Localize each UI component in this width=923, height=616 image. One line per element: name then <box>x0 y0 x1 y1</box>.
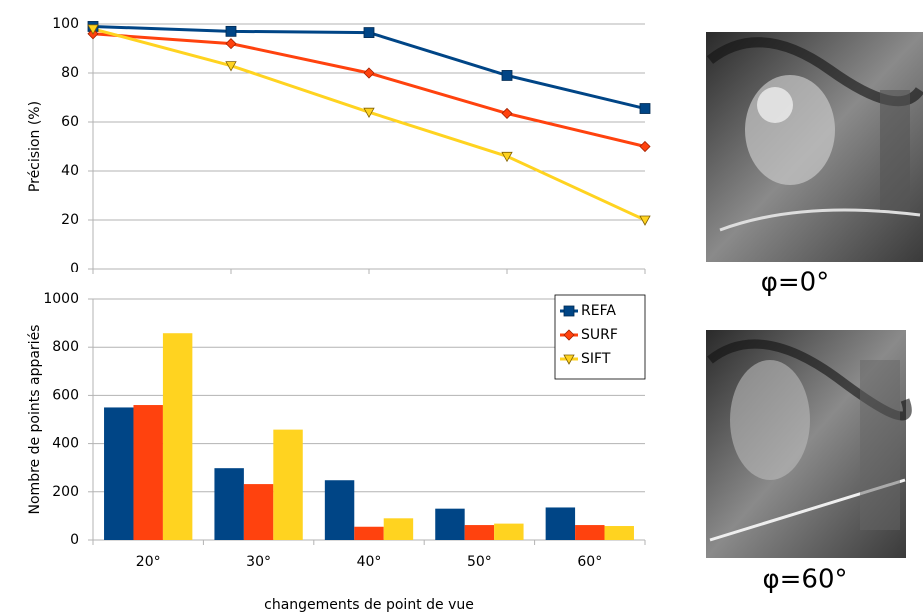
bar <box>435 508 465 540</box>
bar <box>464 525 495 540</box>
marker <box>363 67 375 79</box>
x-tick-label: 50° <box>467 554 492 570</box>
bar <box>214 468 244 540</box>
y-tick-label: 60 <box>61 114 79 130</box>
marker <box>225 61 237 72</box>
y-tick-label: 0 <box>70 261 79 277</box>
marker <box>501 151 513 163</box>
bar <box>545 507 576 540</box>
bar <box>104 407 134 540</box>
y-tick-labels: 0 20 40 60 80 100 <box>52 16 79 277</box>
bar <box>604 526 634 540</box>
marker <box>87 24 99 35</box>
marker <box>639 140 651 153</box>
bar <box>133 405 163 540</box>
marker <box>563 354 575 365</box>
series-line <box>92 27 646 222</box>
bar <box>575 525 605 540</box>
y-tick-label: 0 <box>70 532 79 548</box>
marker <box>363 27 375 38</box>
y-tick-label: 200 <box>52 484 79 500</box>
marker <box>563 305 575 317</box>
y-tick-label: 600 <box>52 387 79 403</box>
y-tick-label: 40 <box>61 163 79 179</box>
image-caption: φ=0° <box>761 268 829 298</box>
legend-label: SIFT <box>581 351 611 367</box>
x-tick-label: 20° <box>136 554 161 570</box>
bar <box>243 484 274 540</box>
photo-1 <box>706 330 912 558</box>
y-axis-label: Nombre de points appariés <box>27 325 43 515</box>
bar <box>324 480 355 540</box>
marker <box>225 38 237 50</box>
legend-label: REFA <box>581 303 616 319</box>
y-tick-label: 800 <box>52 339 79 355</box>
y-tick-label: 400 <box>52 436 79 452</box>
bar <box>273 429 303 540</box>
bar <box>383 518 414 540</box>
marker <box>563 329 575 341</box>
marker <box>501 70 513 81</box>
x-axis-label: changements de point de vue <box>264 597 474 613</box>
photo-0 <box>706 32 923 262</box>
x-tick-label: 40° <box>357 554 382 570</box>
bar <box>354 526 384 540</box>
marker <box>639 103 651 114</box>
y-tick-label: 80 <box>61 65 79 81</box>
image-caption: φ=60° <box>762 565 847 595</box>
marker <box>501 107 513 119</box>
marker <box>225 25 237 37</box>
y-tick-labels: 0 200 400 600 800 1000 <box>43 291 79 548</box>
x-tick-label: 60° <box>577 554 602 570</box>
legend-label: SURF <box>581 327 618 343</box>
y-tick-label: 20 <box>61 212 79 228</box>
marker <box>639 215 651 226</box>
marker <box>363 107 375 119</box>
bar <box>162 333 193 540</box>
y-tick-label: 100 <box>52 16 79 32</box>
y-tick-label: 1000 <box>43 291 79 307</box>
y-axis-label: Précision (%) <box>27 101 43 192</box>
bar <box>494 523 524 540</box>
x-tick-label: 30° <box>246 554 271 570</box>
